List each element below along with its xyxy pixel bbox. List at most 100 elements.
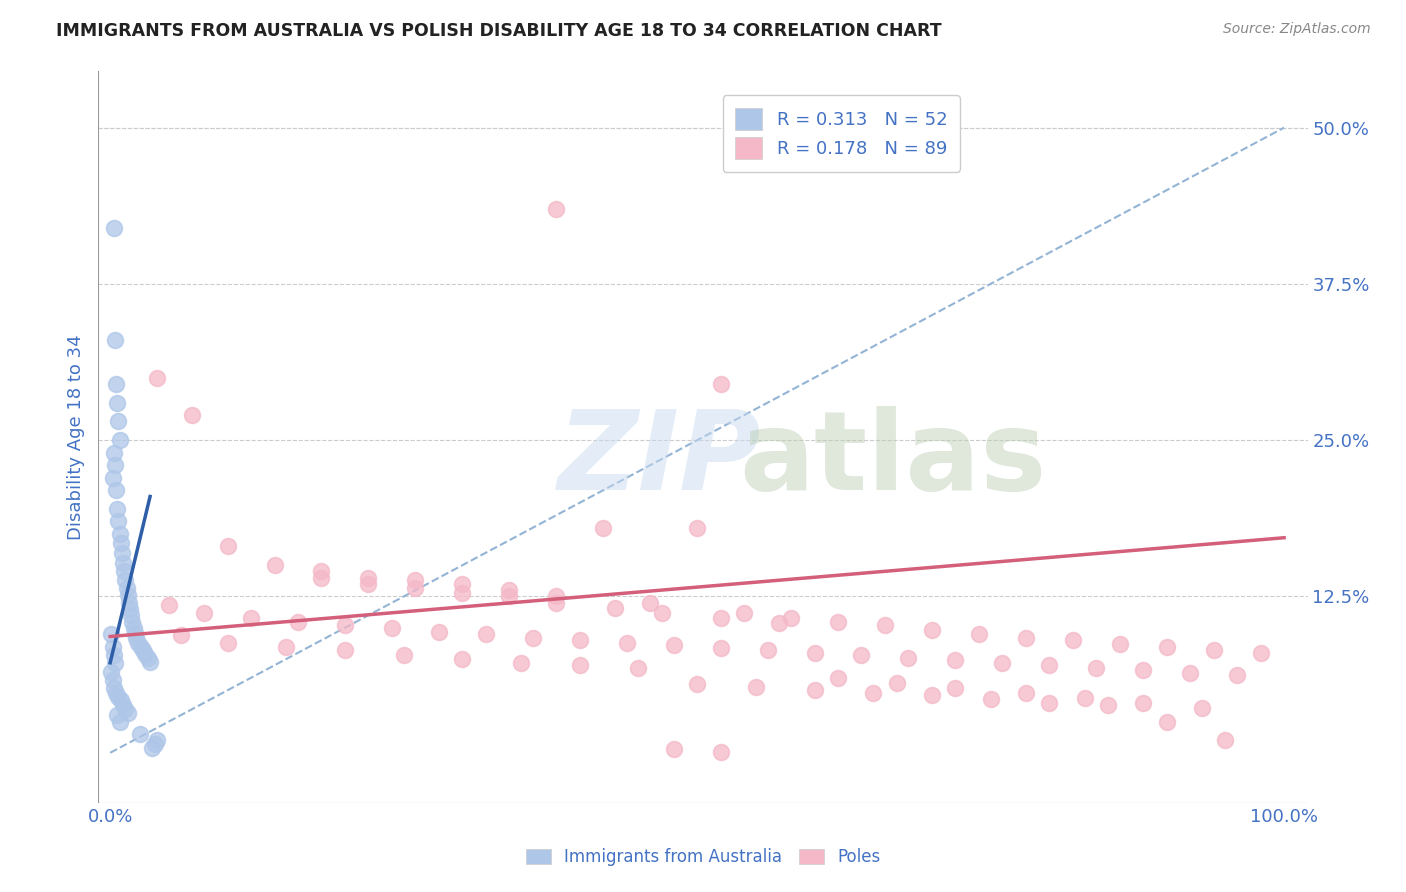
Point (110, 535, 132, 549)
Point (1073, 690, 1095, 705)
Point (143, 737, 166, 751)
Point (263, 558, 285, 573)
Point (803, 646, 825, 660)
Point (651, 606, 673, 620)
Point (873, 618, 896, 632)
Point (851, 648, 873, 663)
Point (568, 658, 591, 673)
Point (1132, 696, 1154, 710)
Point (117, 706, 139, 720)
Point (897, 650, 920, 665)
Point (1015, 686, 1038, 700)
Point (139, 655, 162, 669)
Point (381, 621, 404, 635)
Point (115, 581, 138, 595)
Point (616, 636, 638, 650)
Point (103, 648, 125, 663)
Point (546, 590, 568, 604)
Point (427, 624, 450, 639)
Point (945, 681, 967, 695)
Point (311, 571, 333, 585)
Point (980, 692, 1002, 706)
Point (333, 618, 356, 632)
Text: ZIP: ZIP (558, 406, 762, 513)
Point (1038, 696, 1060, 710)
Point (1250, 646, 1272, 660)
Point (710, 376, 733, 391)
Point (451, 577, 474, 591)
Legend: R = 0.313   N = 52, R = 0.178   N = 89: R = 0.313 N = 52, R = 0.178 N = 89 (723, 95, 960, 171)
Legend: Immigrants from Australia, Poles: Immigrants from Australia, Poles (517, 840, 889, 875)
Point (945, 653, 967, 667)
Point (108, 434, 131, 448)
Point (1062, 633, 1084, 648)
Point (475, 627, 498, 641)
Point (498, 583, 520, 598)
Point (107, 515, 129, 529)
Point (1015, 631, 1038, 645)
Point (568, 633, 591, 648)
Point (103, 446, 125, 460)
Point (638, 596, 661, 610)
Point (117, 588, 139, 602)
Point (157, 599, 180, 613)
Point (193, 606, 215, 620)
Point (121, 615, 143, 629)
Point (110, 693, 132, 707)
Point (104, 458, 127, 473)
Point (100, 665, 122, 679)
Point (546, 596, 568, 610)
Point (103, 220, 125, 235)
Point (1180, 665, 1202, 680)
Point (169, 628, 191, 642)
Point (101, 640, 124, 654)
Point (105, 395, 128, 409)
Point (967, 627, 990, 641)
Point (128, 727, 150, 741)
Point (118, 596, 141, 610)
Point (146, 370, 169, 384)
Point (803, 683, 825, 698)
Point (217, 540, 239, 554)
Point (105, 376, 128, 391)
Point (686, 521, 709, 535)
Point (357, 577, 380, 591)
Text: Source: ZipAtlas.com: Source: ZipAtlas.com (1223, 22, 1371, 37)
Point (510, 656, 533, 670)
Point (662, 638, 685, 652)
Point (101, 471, 124, 485)
Point (114, 702, 136, 716)
Point (100, 627, 122, 641)
Point (1191, 700, 1213, 714)
Point (991, 656, 1014, 670)
Point (662, 742, 685, 756)
Point (287, 615, 309, 629)
Point (105, 686, 128, 700)
Point (112, 698, 135, 713)
Point (136, 650, 159, 665)
Point (134, 647, 156, 661)
Point (710, 611, 733, 625)
Point (1202, 643, 1225, 657)
Point (141, 740, 163, 755)
Point (105, 502, 128, 516)
Point (122, 621, 145, 635)
Point (125, 631, 148, 645)
Point (862, 686, 884, 700)
Point (603, 600, 626, 615)
Point (127, 636, 149, 650)
Point (1085, 661, 1108, 675)
Point (107, 690, 129, 704)
Point (103, 681, 125, 695)
Point (1038, 658, 1060, 673)
Point (1215, 733, 1237, 747)
Point (733, 606, 755, 620)
Point (108, 714, 131, 729)
Point (240, 611, 263, 625)
Point (686, 677, 709, 691)
Point (129, 640, 152, 654)
Text: atlas: atlas (740, 406, 1046, 513)
Point (217, 636, 239, 650)
Point (522, 631, 544, 645)
Point (546, 202, 568, 216)
